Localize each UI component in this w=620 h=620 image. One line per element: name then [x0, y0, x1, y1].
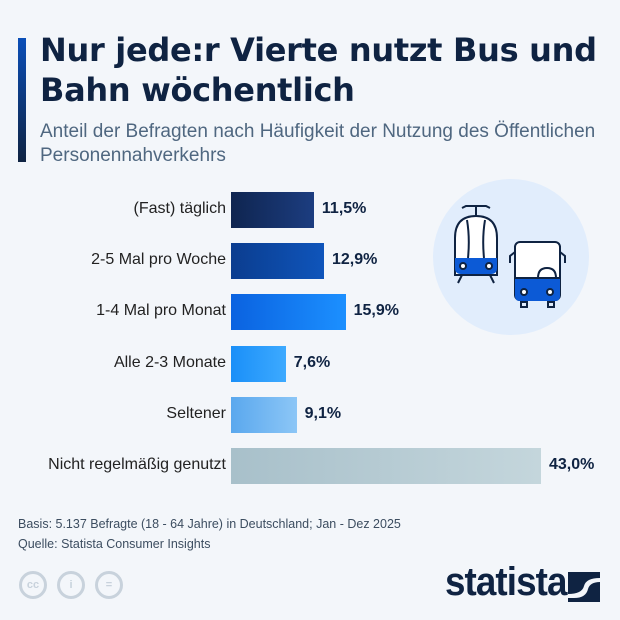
bar: [231, 294, 346, 330]
bar: [231, 192, 314, 228]
cc-icon[interactable]: cc: [19, 571, 47, 599]
bus-icon: [509, 241, 566, 308]
category-label: Nicht regelmäßig genutzt: [48, 456, 226, 473]
value-label: 12,9%: [332, 251, 378, 268]
value-label: 7,6%: [293, 354, 331, 371]
nd-icon[interactable]: =: [95, 571, 123, 599]
tram-icon: [454, 205, 498, 284]
bar: [231, 346, 286, 382]
value-label: 15,9%: [353, 302, 399, 319]
by-icon[interactable]: i: [57, 571, 85, 599]
statista-logo-mark: [568, 572, 600, 602]
chart-subtitle: Anteil der Befragten nach Häufigkeit der…: [40, 121, 596, 166]
bar: [231, 243, 324, 279]
statista-logo[interactable]: statista: [445, 560, 567, 604]
category-label: Seltener: [166, 405, 226, 422]
category-label: 1-4 Mal pro Monat: [96, 302, 226, 319]
value-label: 9,1%: [304, 405, 342, 422]
category-label: 2-5 Mal pro Woche: [91, 251, 226, 268]
source-note: Quelle: Statista Consumer Insights: [18, 537, 211, 551]
category-label: Alle 2-3 Monate: [113, 354, 226, 371]
value-label: 11,5%: [321, 200, 367, 217]
bar: [231, 448, 541, 484]
value-label: 43,0%: [549, 456, 595, 473]
chart-title: Nur jede:r Vierte nutzt Bus und Bahn wöc…: [40, 31, 597, 109]
accent-bar: [18, 38, 26, 162]
bar: [231, 397, 297, 433]
category-label: (Fast) täglich: [133, 200, 226, 217]
basis-note: Basis: 5.137 Befragte (18 - 64 Jahre) in…: [18, 517, 401, 531]
transport-illustration: [433, 179, 589, 335]
